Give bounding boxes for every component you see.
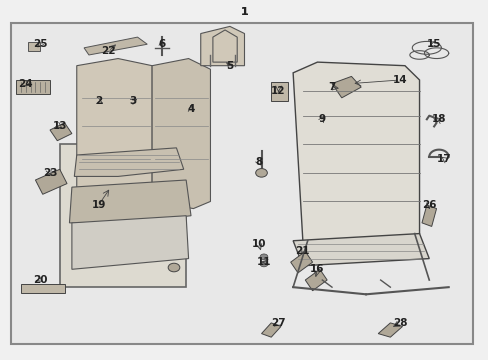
Polygon shape	[212, 30, 237, 62]
Text: 27: 27	[271, 318, 285, 328]
Text: 24: 24	[19, 78, 33, 89]
Text: 22: 22	[101, 46, 115, 57]
Text: 8: 8	[255, 157, 262, 167]
Text: 9: 9	[318, 114, 325, 124]
Text: 26: 26	[421, 200, 436, 210]
Polygon shape	[292, 62, 419, 244]
Circle shape	[260, 254, 267, 260]
Text: 10: 10	[251, 239, 266, 249]
Polygon shape	[261, 323, 281, 337]
Text: 28: 28	[392, 318, 407, 328]
Text: 1: 1	[240, 7, 248, 17]
Text: 14: 14	[392, 75, 407, 85]
Bar	[60, 144, 186, 287]
Bar	[21, 284, 64, 293]
Text: 18: 18	[431, 114, 446, 124]
Circle shape	[260, 261, 267, 267]
Polygon shape	[74, 148, 183, 176]
Text: 15: 15	[426, 39, 441, 49]
Text: 2: 2	[95, 96, 102, 107]
Text: 4: 4	[187, 104, 194, 113]
Polygon shape	[421, 205, 436, 226]
Text: 25: 25	[33, 39, 47, 49]
Bar	[11, 23, 472, 344]
Polygon shape	[50, 123, 72, 141]
Text: 6: 6	[158, 39, 165, 49]
Circle shape	[255, 168, 267, 177]
Polygon shape	[290, 251, 312, 273]
Text: 20: 20	[33, 275, 47, 285]
Polygon shape	[292, 234, 428, 266]
Text: 21: 21	[295, 247, 309, 256]
Polygon shape	[69, 180, 191, 223]
Circle shape	[168, 263, 180, 272]
Polygon shape	[77, 59, 152, 208]
Bar	[271, 82, 287, 102]
Text: 23: 23	[42, 168, 57, 178]
Text: 1: 1	[241, 7, 247, 17]
Polygon shape	[35, 169, 67, 194]
Text: 7: 7	[327, 82, 335, 92]
Text: 3: 3	[129, 96, 136, 107]
Bar	[16, 80, 50, 94]
Bar	[28, 42, 40, 51]
Text: 17: 17	[436, 154, 450, 163]
Text: 13: 13	[52, 121, 67, 131]
Polygon shape	[152, 59, 210, 208]
Polygon shape	[72, 216, 188, 269]
Text: 5: 5	[226, 61, 233, 71]
Polygon shape	[84, 37, 147, 55]
Polygon shape	[305, 269, 326, 291]
Text: 16: 16	[309, 264, 324, 274]
Text: 11: 11	[256, 257, 271, 267]
Polygon shape	[377, 323, 402, 337]
Text: 19: 19	[91, 200, 105, 210]
Polygon shape	[331, 76, 361, 98]
Polygon shape	[201, 26, 244, 66]
Text: 12: 12	[271, 86, 285, 96]
